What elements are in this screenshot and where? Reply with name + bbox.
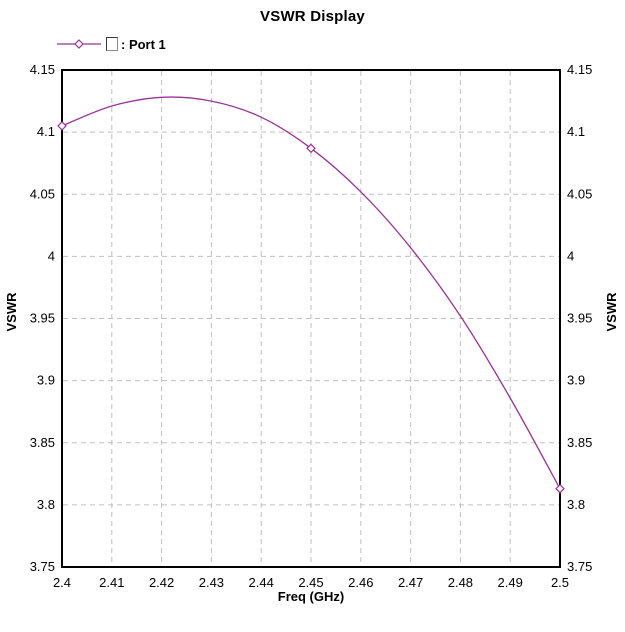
y-tick-label-right: 4.1 — [567, 124, 585, 139]
y-tick-label-right: 3.8 — [567, 497, 585, 512]
legend-label: : Port 1 — [121, 36, 166, 52]
vswr-curve — [61, 96, 561, 490]
x-tick-label: 2.45 — [298, 575, 323, 590]
y-tick-label-right: 3.75 — [567, 559, 592, 574]
x-tick-label: 2.46 — [348, 575, 373, 590]
y-tick-label-right: 4.15 — [567, 62, 592, 77]
y-tick-label-left: 4.05 — [30, 186, 55, 201]
x-tick-label: 2.47 — [398, 575, 423, 590]
y-tick-label-right: 3.9 — [567, 373, 585, 388]
y-tick-label-left: 3.75 — [30, 559, 55, 574]
x-tick-label: 2.5 — [551, 575, 569, 590]
x-tick-label: 2.41 — [99, 575, 124, 590]
y-tick-label-left: 3.8 — [37, 497, 55, 512]
chart-title: VSWR Display — [260, 8, 365, 25]
x-tick-label: 2.42 — [149, 575, 174, 590]
y-tick-label-left: 3.85 — [30, 435, 55, 450]
x-tick-label: 2.48 — [448, 575, 473, 590]
x-tick-label: 2.44 — [249, 575, 274, 590]
chart-frame — [61, 69, 561, 568]
x-tick-label: 2.43 — [199, 575, 224, 590]
legend: : Port 1 — [56, 36, 166, 52]
y-tick-label-right: 4.05 — [567, 186, 592, 201]
y-tick-label-left: 4 — [48, 248, 55, 263]
legend-box-glyph-icon — [106, 37, 118, 51]
y-tick-label-left: 3.9 — [37, 373, 55, 388]
y-tick-label-left: 4.15 — [30, 62, 55, 77]
y-tick-label-right: 3.85 — [567, 435, 592, 450]
y-tick-label-right: 4 — [567, 248, 574, 263]
y-tick-label-right: 3.95 — [567, 311, 592, 326]
y-tick-label-left: 3.95 — [30, 311, 55, 326]
data-point-marker — [555, 483, 565, 494]
x-tick-label: 2.49 — [498, 575, 523, 590]
data-point-marker — [57, 121, 67, 131]
x-tick-label: 2.4 — [53, 575, 71, 590]
legend-series-marker-icon — [57, 39, 101, 49]
x-axis-label: Freq (GHz) — [277, 589, 345, 604]
y-tick-label-left: 4.1 — [37, 124, 55, 139]
data-point-marker — [306, 143, 316, 154]
